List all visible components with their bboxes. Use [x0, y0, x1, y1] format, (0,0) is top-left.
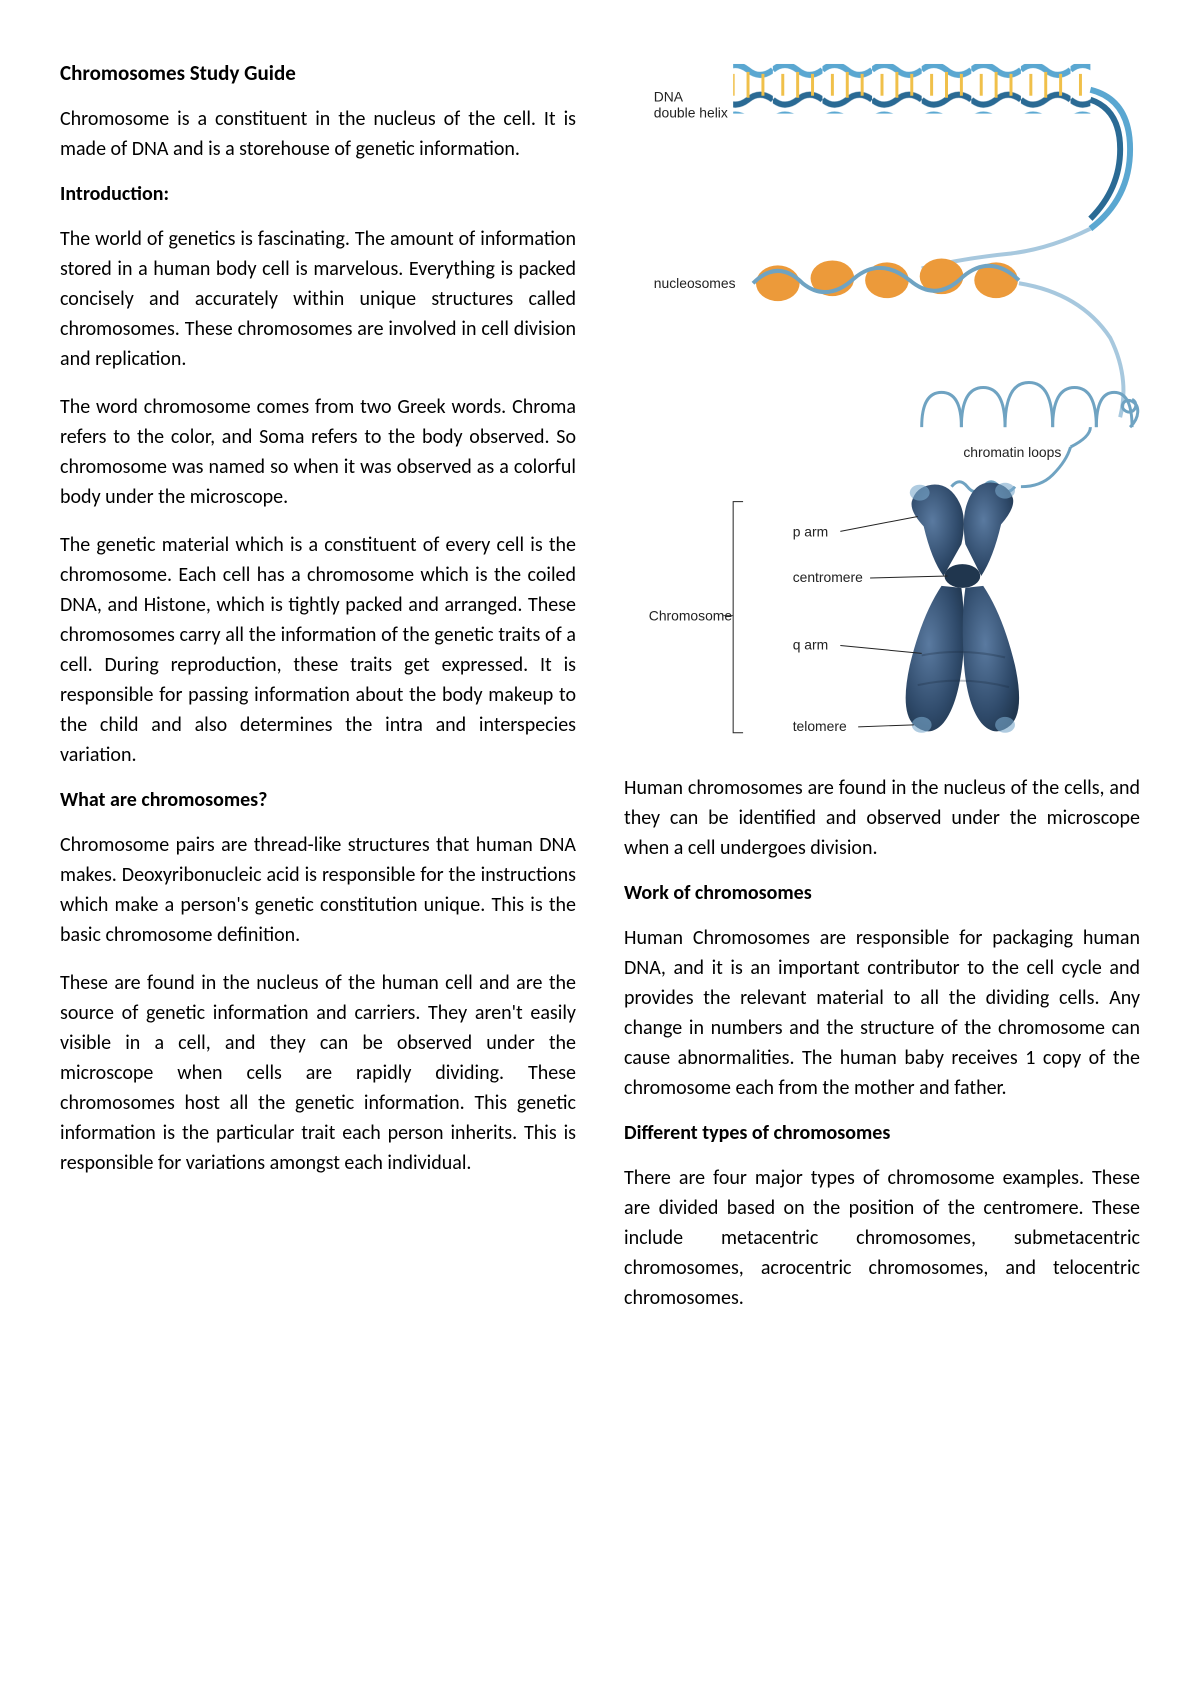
figure-caption: Human chromosomes are found in the nucle…	[624, 773, 1140, 863]
nucleosomes-label: nucleosomes	[654, 275, 736, 291]
heading-what-are-chromosomes: What are chromosomes?	[60, 788, 576, 812]
paragraph: These are found in the nucleus of the hu…	[60, 968, 576, 1178]
heading-introduction: Introduction:	[60, 182, 576, 206]
paragraph: The genetic material which is a constitu…	[60, 530, 576, 770]
dna-label-2: double helix	[654, 105, 728, 121]
paragraph: Chromosome pairs are thread-like structu…	[60, 830, 576, 950]
chromatin-label: chromatin loops	[963, 444, 1061, 460]
chromosome-labels: Chromosome p arm centromere q arm telome…	[649, 502, 948, 734]
telomere-label: telomere	[793, 718, 847, 734]
page-title: Chromosomes Study Guide	[60, 60, 576, 86]
chromosome-label: Chromosome	[649, 608, 733, 624]
chromatin-loops-icon	[922, 382, 1138, 427]
document-body: Chromosomes Study Guide Chromosome is a …	[60, 60, 1140, 1560]
paragraph: The world of genetics is fascinating. Th…	[60, 224, 576, 374]
dna-helix-icon	[733, 64, 1130, 229]
paragraph: The word chromosome comes from two Greek…	[60, 392, 576, 512]
strand-icon	[1019, 283, 1124, 417]
intro-paragraph: Chromosome is a constituent in the nucle…	[60, 104, 576, 164]
dna-label-1: DNA	[654, 89, 684, 105]
centromere-label: centromere	[793, 569, 863, 585]
heading-work: Work of chromosomes	[624, 881, 1140, 905]
chromosome-diagram-svg: DNA double helix nucleosomes	[624, 60, 1140, 755]
paragraph: Human Chromosomes are responsible for pa…	[624, 923, 1140, 1103]
chromosome-icon	[906, 483, 1019, 733]
q-arm-label: q arm	[793, 636, 828, 652]
nucleosomes-icon	[753, 258, 1019, 301]
paragraph: There are four major types of chromosome…	[624, 1163, 1140, 1313]
chromosome-diagram: DNA double helix nucleosomes	[624, 60, 1140, 755]
p-arm-label: p arm	[793, 523, 828, 539]
heading-types: Different types of chromosomes	[624, 1121, 1140, 1145]
